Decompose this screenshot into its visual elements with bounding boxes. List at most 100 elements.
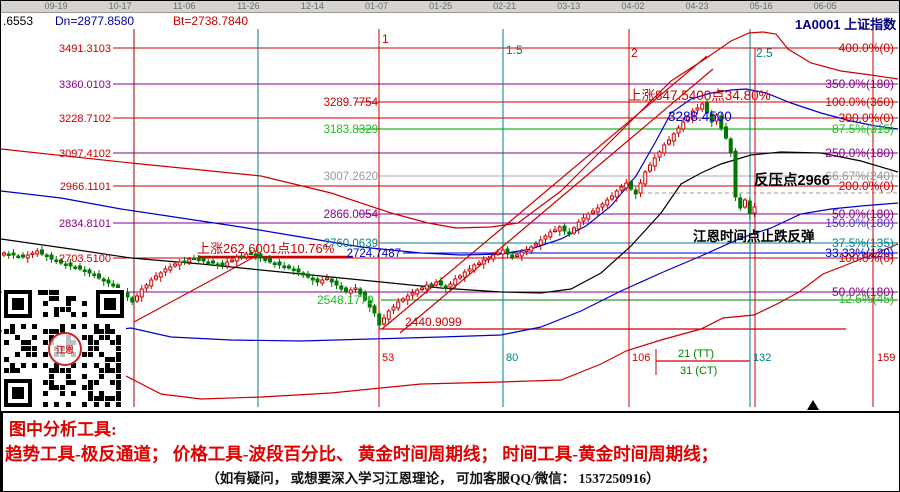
candle-body — [372, 305, 377, 314]
candle-body — [443, 285, 448, 289]
qr-module — [54, 296, 59, 301]
qr-module — [116, 340, 121, 345]
qr-module — [105, 368, 110, 373]
candle-body — [453, 278, 458, 286]
qr-module — [82, 301, 87, 306]
date-tick-label: 10-17 — [108, 1, 132, 11]
candle-body — [182, 260, 187, 263]
qr-module — [99, 352, 104, 357]
chart-label: 3183.8329 — [324, 124, 378, 136]
candle-body — [206, 261, 211, 264]
candle-body — [239, 255, 244, 258]
candle-body — [420, 287, 424, 290]
chart-label: 3097.4102 — [59, 148, 111, 160]
candle-body — [681, 121, 686, 130]
candle-body — [268, 258, 272, 263]
qr-module — [49, 290, 54, 295]
qr-module — [94, 346, 99, 351]
qr-module — [66, 374, 71, 379]
candle-body — [519, 251, 524, 257]
candle-body — [201, 257, 206, 262]
qr-module — [82, 385, 87, 390]
chart-label: 2834.8101 — [59, 218, 111, 230]
candle-body — [320, 279, 325, 284]
candle-body — [747, 200, 752, 215]
tools-heading: 图中分析工具: — [9, 420, 117, 439]
qr-module — [60, 368, 65, 373]
candle-body — [306, 273, 310, 278]
candle-body — [163, 268, 168, 273]
chart-label: 江恩时间点止跌反弹 — [693, 228, 815, 244]
quote-info-row: .6553 Dn=2877.8580 Bt=2738.7840 1A0001 上… — [1, 13, 899, 32]
chart-label: 31 (CT) — [680, 365, 717, 377]
qr-module — [49, 296, 54, 301]
qr-module — [49, 374, 54, 379]
qr-module — [60, 324, 65, 329]
lower-blue-band — [1, 202, 899, 342]
qr-module — [4, 340, 9, 345]
qr-module — [110, 340, 115, 345]
chart-label: 37.5%(135) — [832, 236, 894, 250]
qr-module — [60, 329, 65, 334]
qr-module — [49, 329, 54, 334]
candle-body — [287, 265, 291, 269]
qr-module — [82, 324, 87, 329]
candle-body — [87, 269, 92, 274]
candle-body — [101, 278, 106, 282]
chart-label: 350.0%(180) — [825, 77, 894, 91]
qr-module — [82, 374, 87, 379]
candle-body — [657, 151, 662, 158]
qr-module — [71, 324, 76, 329]
chart-label: 400.0%(0) — [839, 41, 894, 55]
candle-body — [382, 317, 386, 325]
upper-red-band — [1, 31, 899, 229]
chart-label: 87.5%(315) — [832, 122, 894, 136]
qr-module — [32, 352, 37, 357]
candle-body — [562, 225, 567, 232]
qr-module — [116, 374, 121, 379]
candle-body — [106, 279, 111, 284]
qr-module — [94, 324, 99, 329]
candle-body — [353, 287, 358, 290]
qr-module — [54, 312, 59, 317]
date-tick-label: 01-25 — [429, 1, 453, 11]
candle-body — [515, 254, 519, 257]
date-tick-label: 11-26 — [237, 1, 260, 11]
candle-body — [624, 182, 629, 189]
qr-module — [54, 290, 59, 295]
candle-body — [315, 278, 320, 283]
candle-body — [481, 259, 486, 265]
candle-body — [168, 266, 173, 271]
candle-body — [344, 287, 348, 293]
candle-body — [144, 284, 149, 289]
chart-label: 80 — [506, 352, 518, 364]
chart-label: 2 — [631, 46, 638, 60]
candle-body — [339, 285, 344, 290]
candle-body — [405, 295, 410, 301]
qr-module — [71, 312, 76, 317]
qr-module — [10, 368, 15, 373]
candle-body — [595, 207, 600, 213]
chart-label: 3360.0103 — [59, 79, 111, 91]
lower-red-band — [125, 243, 899, 400]
candle-body — [401, 298, 405, 302]
candle-body — [410, 292, 415, 296]
qr-module — [43, 402, 48, 407]
candle-body — [505, 248, 510, 255]
qr-module — [116, 352, 121, 357]
qr-module — [88, 380, 93, 385]
qr-module — [94, 396, 99, 401]
candle-body — [230, 259, 234, 262]
qr-module — [116, 380, 121, 385]
chart-label: 2966.1101 — [60, 181, 111, 193]
qr-module — [88, 396, 93, 401]
candle-body — [68, 262, 73, 267]
qr-module — [66, 301, 71, 306]
candle-body — [391, 306, 396, 311]
candle-body — [477, 262, 481, 265]
chart-label: 1.5 — [506, 43, 523, 57]
qr-module — [49, 368, 54, 373]
candle-body — [192, 257, 196, 260]
chart-canvas[interactable]: 3491.3103 3360.0103 3228.7102 3097.4102 2966… — [1, 1, 900, 411]
